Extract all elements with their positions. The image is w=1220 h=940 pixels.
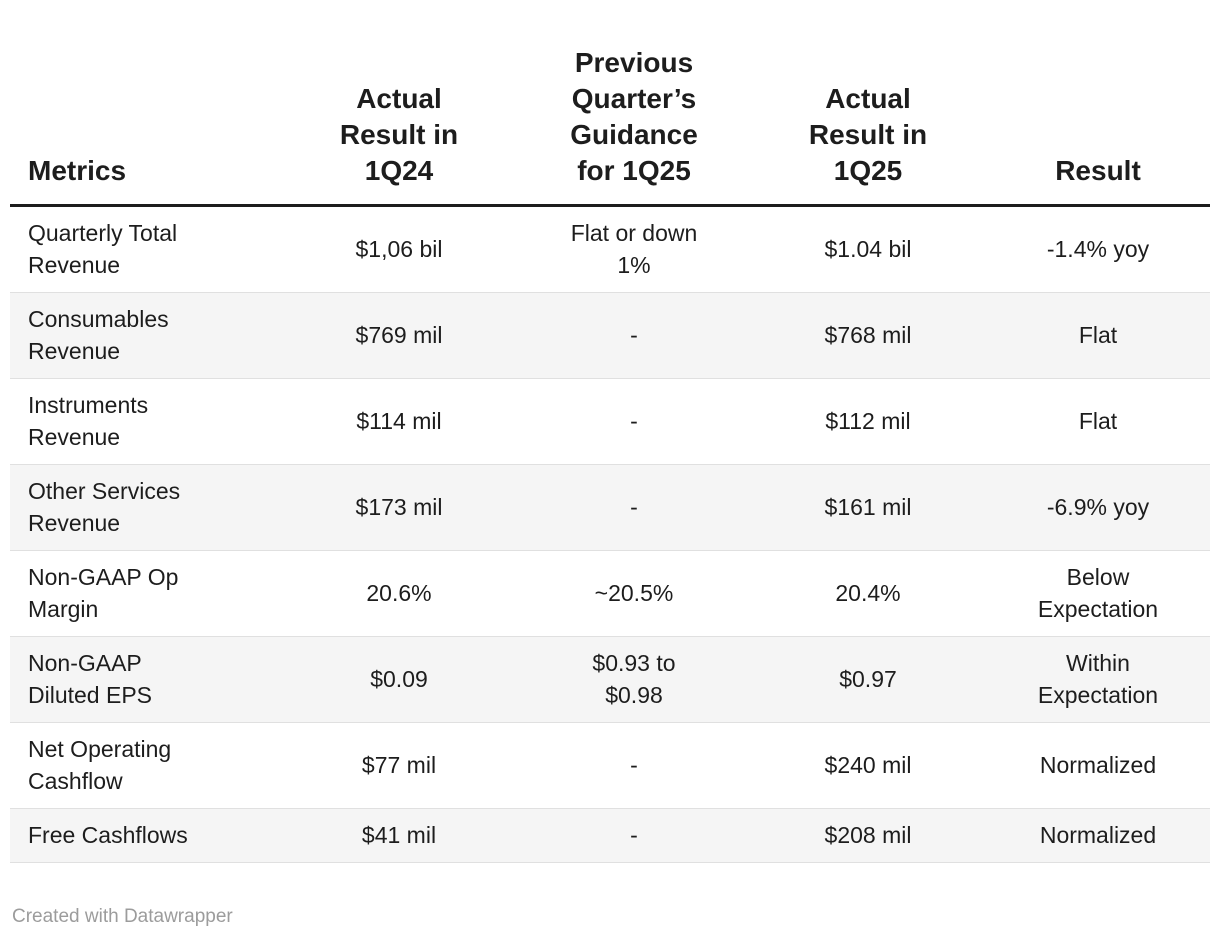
table-row: Other Services Revenue $173 mil - $161 m…: [10, 464, 1210, 551]
column-header-result: Result: [986, 0, 1210, 207]
guidance-1q25-value: ~20.5%: [518, 550, 750, 637]
datawrapper-credit-link[interactable]: Created with Datawrapper: [12, 905, 233, 927]
header-row: Metrics Actual Result in 1Q24 Previous Q…: [10, 0, 1210, 207]
table-row: Non-GAAP Op Margin 20.6% ~20.5% 20.4% Be…: [10, 550, 1210, 637]
column-header-metrics: Metrics: [10, 0, 280, 207]
table-row: Quarterly Total Revenue $1,06 bil Flat o…: [10, 205, 1210, 293]
metric-name: Quarterly Total Revenue: [10, 205, 280, 293]
guidance-1q25-value: Flat or down 1%: [518, 205, 750, 293]
guidance-1q25-value: -: [518, 378, 750, 465]
actual-1q24-value: $77 mil: [280, 722, 518, 809]
result-value: Flat: [986, 378, 1210, 465]
actual-1q24-value: $114 mil: [280, 378, 518, 465]
result-value: Normalized: [986, 808, 1210, 863]
metric-name: Net Operating Cashflow: [10, 722, 280, 809]
table-row: Free Cashflows $41 mil - $208 mil Normal…: [10, 808, 1210, 863]
table-row: Consumables Revenue $769 mil - $768 mil …: [10, 292, 1210, 379]
table-row: Instruments Revenue $114 mil - $112 mil …: [10, 378, 1210, 465]
column-header-guidance-1q25: Previous Quarter’s Guidance for 1Q25: [518, 0, 750, 207]
attribution-footer: Created with Datawrapper: [12, 905, 1220, 929]
result-value: Within Expectation: [986, 636, 1210, 723]
result-value: Below Expectation: [986, 550, 1210, 637]
actual-1q24-value: 20.6%: [280, 550, 518, 637]
actual-1q25-value: 20.4%: [750, 550, 986, 637]
column-header-actual-1q24: Actual Result in 1Q24: [280, 0, 518, 207]
table-row: Non-GAAP Diluted EPS $0.09 $0.93 to $0.9…: [10, 636, 1210, 723]
guidance-1q25-value: -: [518, 292, 750, 379]
actual-1q24-value: $1,06 bil: [280, 205, 518, 293]
result-value: -1.4% yoy: [986, 205, 1210, 293]
metric-name: Instruments Revenue: [10, 378, 280, 465]
actual-1q25-value: $0.97: [750, 636, 986, 723]
result-value: Normalized: [986, 722, 1210, 809]
result-value: Flat: [986, 292, 1210, 379]
column-header-actual-1q25: Actual Result in 1Q25: [750, 0, 986, 207]
metric-name: Non-GAAP Op Margin: [10, 550, 280, 637]
actual-1q24-value: $769 mil: [280, 292, 518, 379]
table-row: Net Operating Cashflow $77 mil - $240 mi…: [10, 722, 1210, 809]
metric-name: Non-GAAP Diluted EPS: [10, 636, 280, 723]
actual-1q25-value: $112 mil: [750, 378, 986, 465]
actual-1q25-value: $161 mil: [750, 464, 986, 551]
actual-1q25-value: $240 mil: [750, 722, 986, 809]
actual-1q25-value: $768 mil: [750, 292, 986, 379]
guidance-1q25-value: -: [518, 808, 750, 863]
actual-1q24-value: $0.09: [280, 636, 518, 723]
metric-name: Other Services Revenue: [10, 464, 280, 551]
metric-name: Consumables Revenue: [10, 292, 280, 379]
actual-1q24-value: $41 mil: [280, 808, 518, 863]
metrics-table: Metrics Actual Result in 1Q24 Previous Q…: [10, 0, 1210, 863]
actual-1q24-value: $173 mil: [280, 464, 518, 551]
result-value: -6.9% yoy: [986, 464, 1210, 551]
guidance-1q25-value: -: [518, 464, 750, 551]
metric-name: Free Cashflows: [10, 808, 280, 863]
actual-1q25-value: $208 mil: [750, 808, 986, 863]
guidance-1q25-value: $0.93 to $0.98: [518, 636, 750, 723]
guidance-1q25-value: -: [518, 722, 750, 809]
actual-1q25-value: $1.04 bil: [750, 205, 986, 293]
